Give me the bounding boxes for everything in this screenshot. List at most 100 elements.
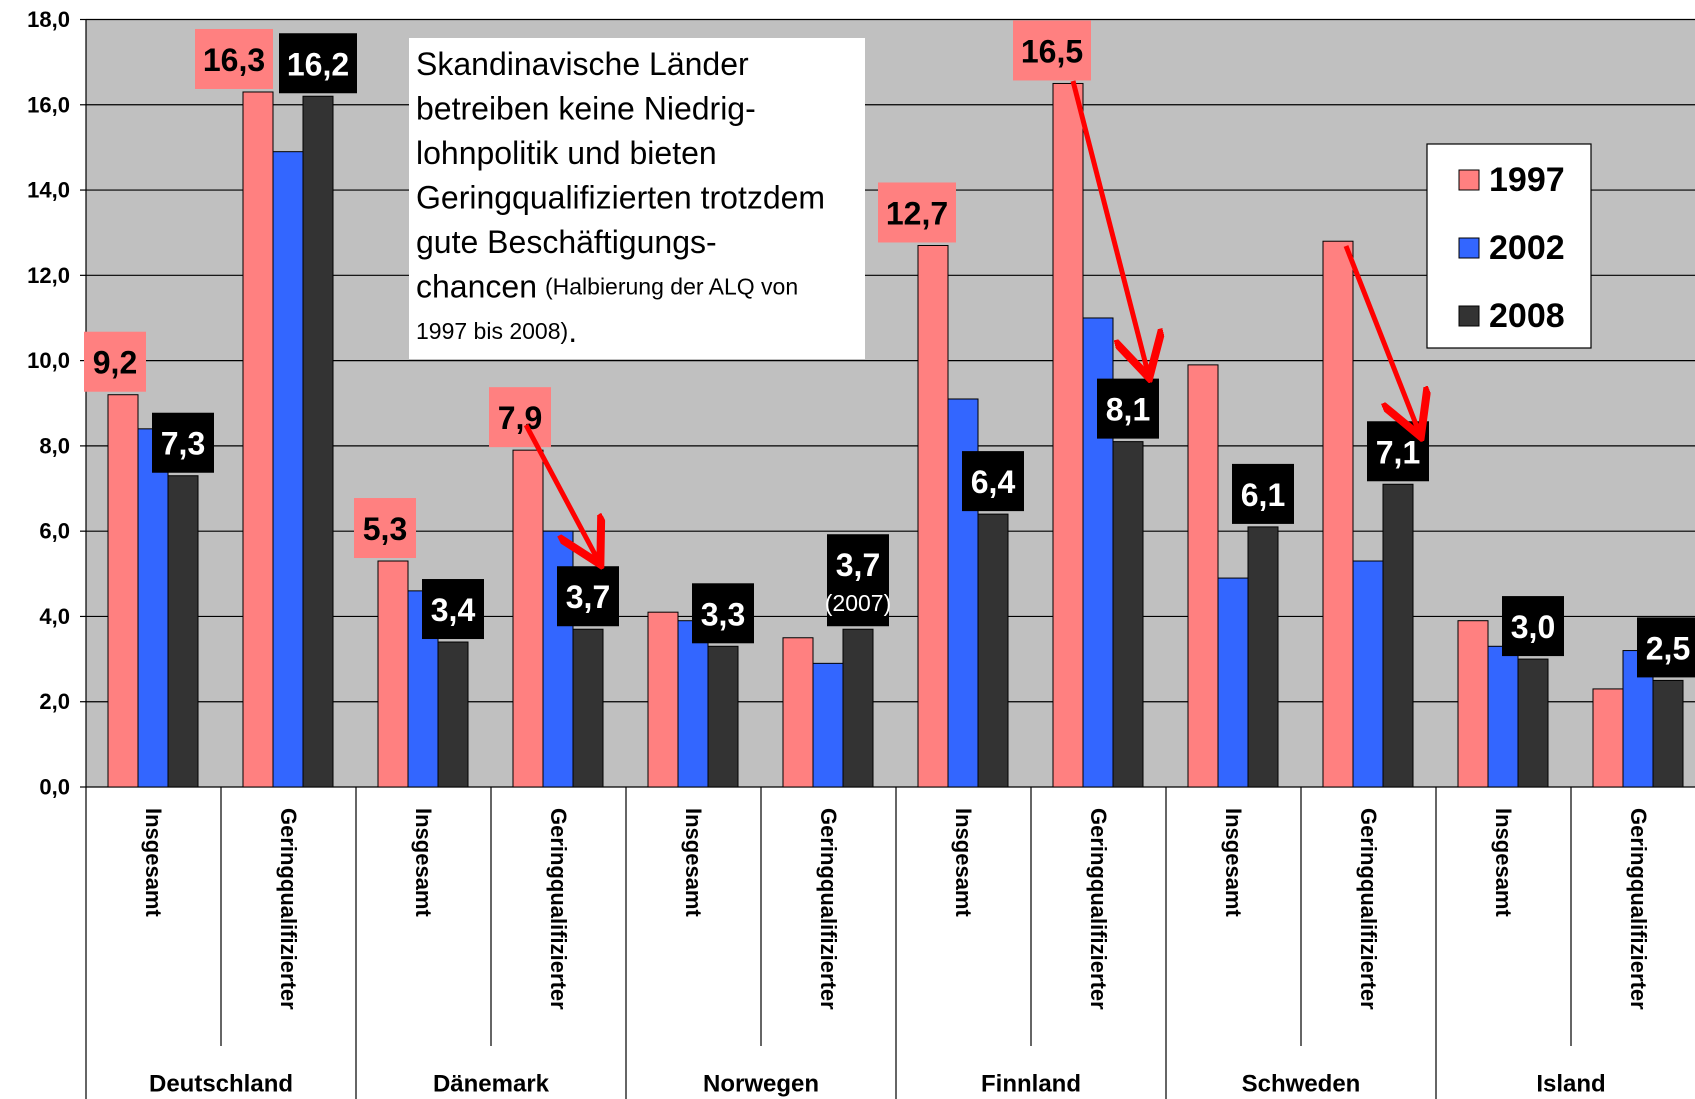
arrow [1070,80,1148,373]
legend-label: 2008 [1489,297,1565,335]
y-tick-label: 8,0 [39,433,70,458]
x-tick-label: Insgesamt [411,808,436,917]
group-label: Finnland [981,1071,1081,1098]
group-label: Norwegen [703,1071,819,1098]
annotation-text: (Halbierung der ALQ von [545,274,798,300]
legend-swatch [1458,169,1480,191]
bar [917,244,949,788]
annotation-line: lohnpolitik und bieten [416,135,717,171]
annotation-box [409,38,865,359]
x-tick-label: Geringqualifizierter [1086,808,1111,1010]
data-label: 2,5 [1646,630,1690,666]
bar [1247,526,1279,788]
bar [512,449,544,788]
data-label: 7,9 [498,400,542,436]
bar [977,513,1009,788]
data-label: 16,2 [287,46,349,82]
annotation-line: chancen (Halbierung der ALQ von [416,269,798,305]
y-tick-label: 12,0 [27,263,70,288]
label-box [195,28,273,89]
label-box [827,534,889,627]
data-label: 6,4 [971,464,1016,500]
x-tick-label: Geringqualifizierter [1356,808,1381,1010]
annotation-text: Skandinavische Länder [416,46,749,82]
arrow [1343,245,1419,432]
bar [1517,658,1549,788]
data-label: 3,7 [566,579,610,615]
bar [1592,688,1624,788]
data-label: 9,2 [93,345,137,381]
annotation-text: betreiben keine Niedrig- [416,91,756,127]
y-tick-label: 6,0 [39,519,70,544]
annotation-text: Geringqualifizierten trotzdem [416,180,825,216]
legend-box [1426,143,1592,349]
bar [782,637,814,788]
data-label: 8,1 [1106,392,1150,428]
bar [167,475,199,788]
label-box [962,451,1024,512]
annotation-text: gute Beschäftigungs- [416,224,717,260]
y-tick-label: 14,0 [27,178,70,203]
bar [1217,577,1249,788]
label-box [692,583,754,644]
bar [677,620,709,788]
y-tick-label: 0,0 [39,775,70,800]
x-tick-label: Insgesamt [951,808,976,917]
x-tick-label: Geringqualifizierter [276,808,301,1010]
bar [437,641,469,788]
group-label: Dänemark [433,1071,550,1098]
data-label: 12,7 [886,195,948,231]
x-tick-label: Insgesamt [1221,808,1246,917]
data-label: 5,3 [363,511,407,547]
arrow [523,423,598,560]
bar [842,628,874,788]
data-label: 3,0 [1511,609,1555,645]
annotation-line: Skandinavische Länder [416,46,749,82]
bar [1352,560,1384,788]
bar [1187,364,1219,788]
y-tick-label: 4,0 [39,604,70,629]
y-tick-label: 2,0 [39,689,70,714]
bar [1652,679,1684,788]
label-box [354,498,416,559]
legend-label: 1997 [1489,161,1565,199]
data-label: 6,1 [1241,477,1285,513]
label-box [152,412,214,473]
bar [572,628,604,788]
annotation-line: betreiben keine Niedrig- [416,91,756,127]
annotation-line: gute Beschäftigungs- [416,224,717,260]
bar [1052,82,1084,788]
label-box [279,33,357,94]
label-box [878,182,956,243]
label-box [1097,378,1159,439]
bar [377,560,409,788]
bar [1457,620,1489,788]
bar [707,645,739,788]
bar [1112,441,1144,788]
data-label: 3,3 [701,596,745,632]
x-tick-label: Insgesamt [141,808,166,917]
annotation-line: 1997 bis 2008). [416,313,577,349]
annotation-text: . [568,313,577,349]
data-label: 3,4 [431,592,476,628]
y-tick-label: 16,0 [27,92,70,117]
x-tick-label: Insgesamt [1491,808,1516,917]
x-tick-label: Geringqualifizierter [546,808,571,1010]
bar [272,151,304,788]
bar [1322,240,1354,788]
label-box [1637,617,1695,678]
group-label: Deutschland [149,1071,293,1098]
annotation-text: lohnpolitik und bieten [416,135,717,171]
legend-swatch [1458,305,1480,327]
annotation-text: chancen [416,269,537,305]
data-label: 16,3 [203,42,265,78]
label-box [489,387,551,448]
data-label: 3,7 [836,547,880,583]
group-label: Schweden [1242,1071,1361,1098]
legend-swatch [1458,237,1480,259]
bar [647,611,679,788]
annotation-line: Geringqualifizierten trotzdem [416,180,825,216]
x-tick-label: Geringqualifizierter [816,808,841,1010]
bar [107,394,139,788]
y-tick-label: 18,0 [27,7,70,32]
